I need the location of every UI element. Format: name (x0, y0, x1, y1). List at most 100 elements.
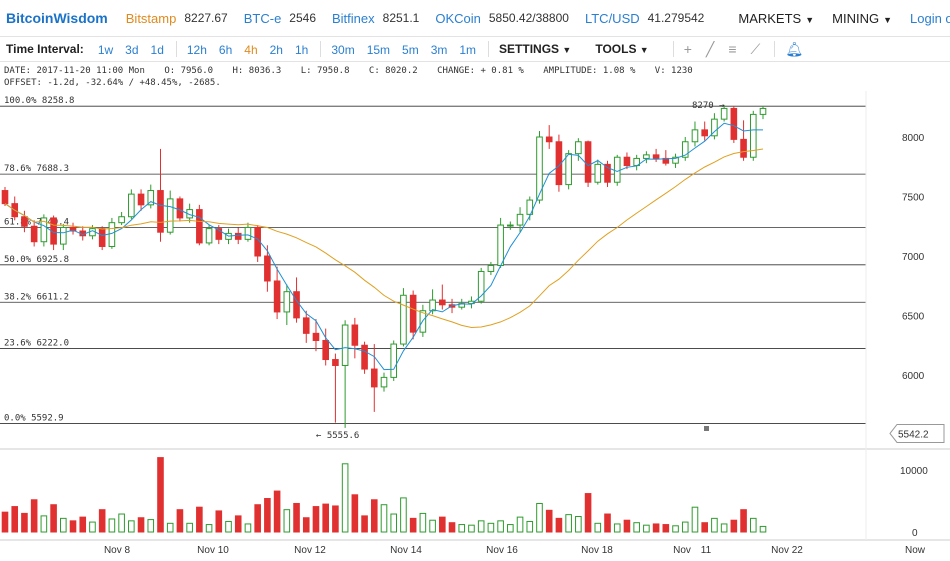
candle-body (108, 222, 116, 247)
exchange-name[interactable]: Bitfinex (332, 10, 375, 26)
volume-bar (322, 503, 329, 533)
volume-bar (516, 516, 524, 533)
date-tick-label: Nov 10 (197, 545, 229, 556)
caret-down-icon: ▼ (562, 45, 572, 55)
exchange-price: 2546 (289, 11, 316, 25)
low-annotation: ← 5555.6 (316, 431, 359, 441)
exchange-name[interactable]: BTC-e (243, 10, 282, 26)
bell-icon[interactable]: 🔔︎ (785, 40, 804, 57)
volume-bar (759, 525, 767, 533)
volume-bar (419, 512, 427, 533)
crosshair-icon[interactable]: + (683, 41, 692, 57)
info-offset: OFFSET: -1.2d, -32.64% / +48.45%, -2685. (4, 78, 221, 88)
exchange-name[interactable]: LTC/USD (584, 10, 640, 26)
volume-bar (351, 494, 359, 533)
candle-body (166, 198, 174, 233)
volume-bar (613, 523, 621, 533)
interval-1d[interactable]: 1d (150, 42, 164, 57)
interval-6h[interactable]: 6h (218, 42, 233, 57)
volume-bar (691, 506, 699, 533)
exchange-bitfinex[interactable]: Bitfinex 8251.1 (332, 11, 419, 26)
interval-1h[interactable]: 1h (294, 42, 309, 57)
volume-bar (166, 522, 174, 533)
tools-dropdown[interactable]: TOOLS ▼ (595, 42, 648, 56)
fan-icon[interactable]: ⟋ (750, 40, 761, 57)
divider (774, 41, 776, 57)
markets-menu[interactable]: MARKETS ▼ (738, 11, 814, 26)
interval-4h[interactable]: 4h (244, 42, 258, 57)
volume-bar (439, 516, 446, 533)
volume-bar (196, 506, 203, 533)
candle-body (409, 294, 417, 333)
login-link[interactable]: Login or (910, 10, 950, 26)
candle-body (98, 228, 106, 247)
candle-body (118, 216, 125, 224)
volume-tick-label: 10000 (900, 466, 928, 477)
volume-bar (225, 520, 232, 533)
volume-bar (390, 513, 398, 533)
interval-15m[interactable]: 15m (366, 42, 391, 57)
candle-body (312, 332, 320, 341)
volume-tick-label: 0 (912, 528, 918, 539)
current-price-label: 5542.2 (898, 429, 929, 440)
candle-body (584, 141, 592, 183)
volume-bar (575, 516, 582, 533)
interval-12h[interactable]: 12h (186, 42, 207, 57)
candle-body (234, 232, 242, 240)
candle-body (196, 209, 203, 244)
price-tick-label: 8000 (902, 133, 925, 144)
exchange-price: 8251.1 (382, 11, 420, 25)
interval-30m[interactable]: 30m (331, 42, 355, 57)
volume-bar (205, 524, 213, 533)
settings-dropdown[interactable]: SETTINGS ▼ (499, 42, 571, 56)
exchange-price: 5850.42/38800 (488, 11, 569, 25)
ma-slow-line (4, 148, 764, 329)
candlestick-chart[interactable]: 100.0% 8258.878.6% 7688.361.8% 7240.450.… (0, 91, 950, 561)
brand-logo[interactable]: BitcoinWisdom (6, 10, 108, 26)
interval-1m[interactable]: 1m (459, 42, 477, 57)
volume-bar (40, 515, 48, 533)
exchange-bitstamp[interactable]: Bitstamp 8227.67 (126, 11, 228, 26)
volume-bar (1, 511, 9, 533)
interval-3d[interactable]: 3d (125, 42, 139, 57)
candle-body (749, 113, 757, 158)
exchange-okcoin[interactable]: OKCoin 5850.42/38800 (435, 11, 569, 26)
candle-body (759, 107, 767, 115)
candle-body (497, 224, 504, 267)
candle-body (730, 107, 738, 140)
candle-body (536, 136, 543, 201)
interval-3m[interactable]: 3m (430, 42, 448, 57)
exchange-name[interactable]: OKCoin (435, 10, 481, 26)
volume-bar (400, 497, 407, 533)
menu-icon[interactable]: ≡ (728, 41, 737, 57)
date-tick-label: Now (905, 545, 926, 556)
volume-bar (137, 517, 145, 533)
caret-down-icon: ▼ (883, 14, 892, 25)
info-amplitude: AMPLITUDE: 1.08 % (543, 66, 636, 76)
volume-bar (302, 517, 310, 533)
high-annotation: 8270 → (692, 101, 725, 111)
divider (175, 41, 177, 57)
line-icon[interactable]: ╱ (705, 40, 715, 57)
volume-bar (186, 522, 193, 533)
exchange-btce[interactable]: BTC-e 2546 (244, 11, 316, 26)
volume-bar (273, 490, 281, 533)
exchange-ltcusd[interactable]: LTC/USD 41.279542 (585, 11, 704, 26)
interval-5m[interactable]: 5m (402, 42, 419, 57)
candle-body (613, 156, 621, 183)
volume-bar (370, 499, 378, 533)
interval-2h[interactable]: 2h (269, 42, 283, 57)
volume-bar (128, 520, 135, 533)
interval-group-hours: 12h 6h 4h 2h 1h (187, 42, 320, 57)
mining-menu[interactable]: MINING ▼ (832, 11, 892, 26)
volume-bar (361, 515, 368, 533)
exchange-name[interactable]: Bitstamp (125, 10, 177, 26)
volume-bar (108, 518, 116, 533)
interval-group-days: 1w 3d 1d (98, 42, 176, 57)
volume-bar (429, 519, 436, 533)
volume-bar (157, 457, 164, 533)
interval-1w[interactable]: 1w (97, 42, 114, 57)
interval-label: Time Interval: (6, 42, 84, 56)
candle-body (681, 141, 689, 158)
volume-bar (604, 513, 611, 533)
